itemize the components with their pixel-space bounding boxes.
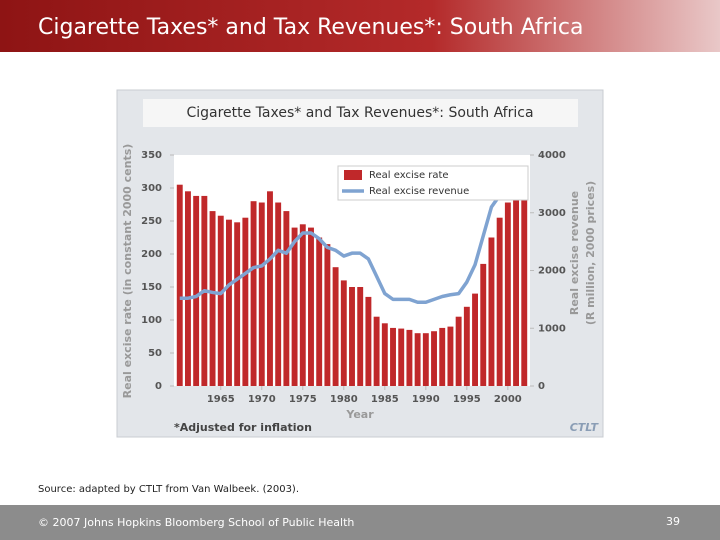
bar: [496, 217, 503, 386]
bar: [431, 331, 437, 386]
x-tick-label: 1985: [371, 394, 399, 405]
bar: [381, 323, 388, 386]
bar: [447, 326, 454, 386]
legend-label: Real excise revenue: [369, 186, 469, 197]
legend-swatch: [344, 170, 362, 180]
bar: [184, 191, 191, 386]
y2-tick-label: 4000: [538, 150, 566, 161]
bar: [193, 195, 200, 386]
y2-axis-label: Real excise revenue: [568, 191, 581, 315]
bar: [390, 327, 396, 386]
y2-tick-label: 2000: [538, 266, 566, 277]
y2-tick-label: 1000: [538, 323, 566, 334]
bar: [488, 237, 495, 386]
bar: [275, 202, 282, 386]
legend-label: Real excise rate: [369, 170, 449, 181]
bar: [398, 328, 405, 386]
bar: [521, 191, 528, 386]
header-bar: [0, 0, 720, 52]
bar: [422, 333, 429, 386]
bar: [365, 296, 372, 386]
bar: [176, 184, 183, 386]
bar: [242, 217, 249, 386]
legend-box: [337, 165, 529, 201]
logo: CTLT: [570, 421, 600, 434]
x-tick-label: 1970: [248, 394, 276, 405]
footer: © 2007 Johns Hopkins Bloomberg School of…: [38, 516, 354, 529]
bar: [414, 333, 421, 386]
bar: [332, 267, 339, 386]
chart-title: Cigarette Taxes* and Tax Revenues*: Sout…: [186, 105, 533, 121]
bar: [291, 227, 298, 386]
bar: [217, 215, 224, 386]
y-tick-label: 300: [141, 183, 162, 194]
bar: [373, 316, 380, 386]
bar: [463, 306, 470, 386]
y-axis-label: Real excise rate (in constant 2000 cents…: [121, 144, 134, 399]
y2-axis-label: (R million, 2000 prices): [584, 181, 597, 325]
bar: [504, 202, 511, 386]
bar: [406, 329, 413, 386]
y-tick-label: 350: [141, 150, 162, 161]
footer-bar: [0, 505, 720, 540]
bar: [513, 199, 520, 386]
bar: [258, 202, 265, 386]
bar: [209, 211, 216, 386]
x-axis-label: Year: [345, 408, 374, 421]
x-tick-label: 1975: [289, 394, 317, 405]
bar: [308, 227, 314, 386]
y-tick-label: 0: [155, 381, 162, 392]
x-tick-label: 1995: [453, 394, 481, 405]
bar: [234, 222, 241, 386]
bar: [439, 327, 446, 386]
bar: [349, 287, 355, 386]
x-tick-label: 1965: [207, 394, 235, 405]
line: [179, 182, 525, 305]
slide-title: Cigarette Taxes* and Tax Revenues*: Sout…: [38, 15, 583, 40]
bar: [480, 263, 487, 386]
y-tick-label: 100: [141, 315, 162, 326]
page-number: 39: [666, 515, 680, 528]
x-tick-label: 1990: [412, 394, 440, 405]
y2-tick-label: 3000: [538, 208, 566, 219]
y-tick-label: 150: [141, 282, 162, 293]
bar: [472, 293, 478, 386]
bar: [455, 316, 462, 386]
chart-title-bar: [143, 99, 578, 127]
bar: [340, 280, 347, 386]
y2-tick-label: 0: [538, 381, 545, 392]
bar: [250, 201, 257, 386]
bar: [316, 237, 323, 386]
bar: [267, 191, 273, 386]
y-tick-label: 50: [148, 348, 162, 359]
source: Source: adapted by CTLT from Van Walbeek…: [38, 484, 299, 495]
y-tick-label: 200: [141, 249, 162, 260]
footnote: *Adjusted for inflation: [174, 421, 312, 434]
x-tick-label: 1980: [330, 394, 358, 405]
bar: [299, 224, 306, 386]
bar: [324, 244, 331, 386]
bar: [283, 211, 290, 386]
x-tick-label: 2000: [494, 394, 522, 405]
bar: [226, 219, 232, 386]
y-tick-label: 250: [141, 216, 162, 227]
bar: [357, 287, 364, 386]
